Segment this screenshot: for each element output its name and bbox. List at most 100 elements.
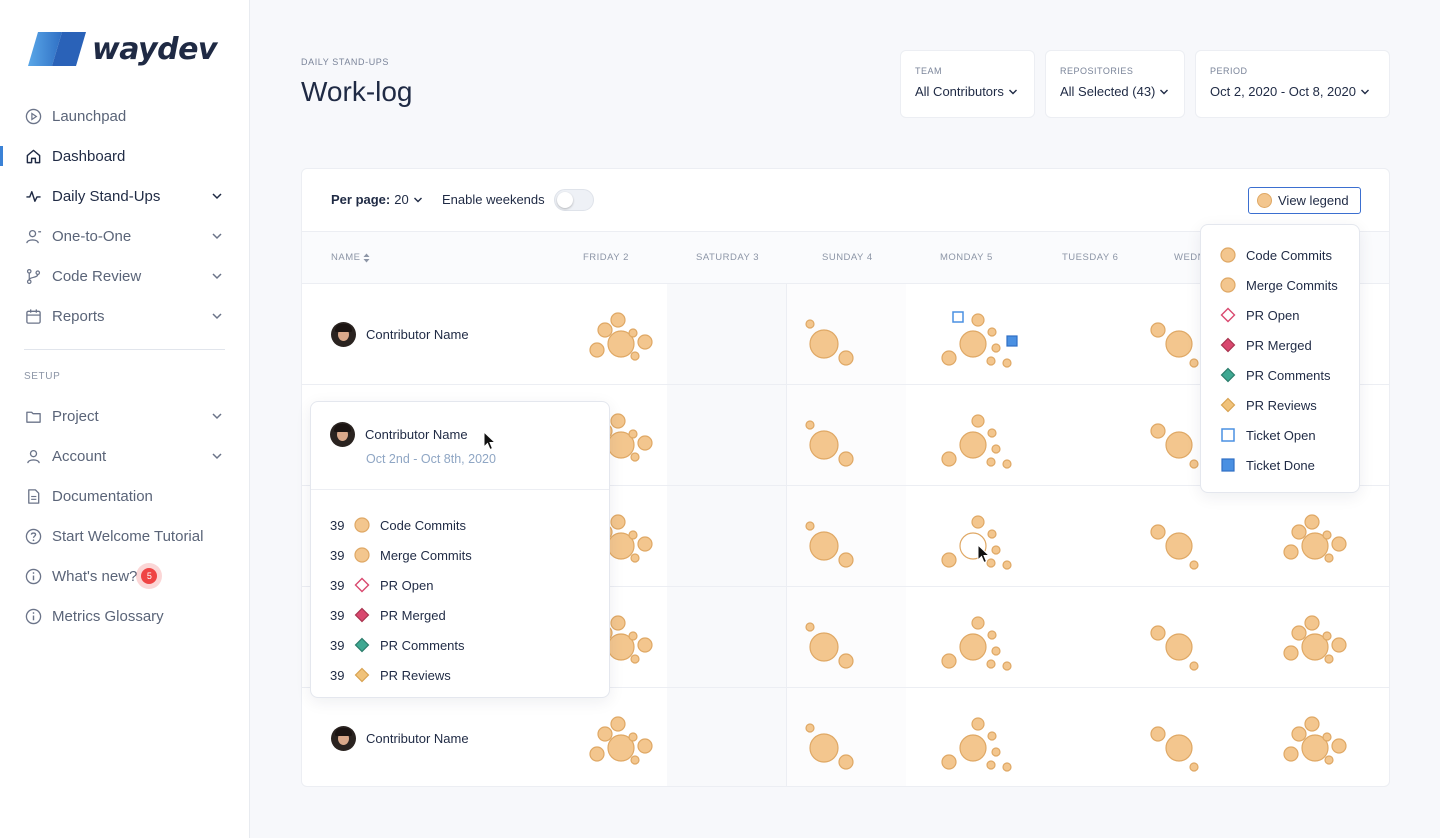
activity-bubble[interactable] bbox=[1150, 423, 1166, 439]
activity-bubble[interactable] bbox=[1304, 615, 1320, 631]
activity-bubble[interactable] bbox=[986, 356, 996, 366]
table-row[interactable] bbox=[302, 587, 1389, 688]
activity-bubble[interactable] bbox=[991, 444, 1001, 454]
chevron-down-icon[interactable] bbox=[211, 310, 223, 322]
activity-bubble[interactable] bbox=[991, 343, 1001, 353]
activity-bubble[interactable] bbox=[838, 451, 854, 467]
sidebar-item-whats-new[interactable]: What's new? 5 bbox=[0, 556, 249, 596]
per-page-select[interactable]: Per page: 20 bbox=[331, 192, 423, 207]
activity-bubble[interactable] bbox=[986, 659, 996, 669]
activity-bubble[interactable] bbox=[610, 312, 626, 328]
chevron-down-icon[interactable] bbox=[211, 450, 223, 462]
sidebar-item-launchpad[interactable]: Launchpad bbox=[0, 96, 249, 136]
activity-bubble[interactable] bbox=[941, 451, 957, 467]
activity-bubble[interactable] bbox=[1322, 732, 1332, 742]
view-legend-button[interactable]: View legend bbox=[1248, 187, 1361, 214]
activity-bubble[interactable] bbox=[610, 413, 626, 429]
activity-bubble[interactable] bbox=[986, 760, 996, 770]
activity-bubble[interactable] bbox=[628, 530, 638, 540]
activity-bubble[interactable] bbox=[805, 521, 815, 531]
chevron-down-icon[interactable] bbox=[211, 190, 223, 202]
activity-bubble[interactable] bbox=[1331, 637, 1347, 653]
activity-bubble[interactable] bbox=[1304, 716, 1320, 732]
sidebar-item-code-review[interactable]: Code Review bbox=[0, 256, 249, 296]
enable-weekends-toggle[interactable] bbox=[554, 189, 594, 211]
activity-bubble[interactable] bbox=[1331, 536, 1347, 552]
activity-bubble[interactable] bbox=[630, 553, 640, 563]
repositories-filter[interactable]: REPOSITORIES All Selected (43) bbox=[1045, 50, 1185, 118]
activity-bubble[interactable] bbox=[809, 430, 839, 460]
ticket-done-marker[interactable] bbox=[1006, 335, 1018, 347]
activity-bubble[interactable] bbox=[630, 351, 640, 361]
activity-bubble[interactable] bbox=[1165, 633, 1193, 661]
activity-bubble[interactable] bbox=[1002, 358, 1012, 368]
activity-bubble[interactable] bbox=[838, 653, 854, 669]
activity-bubble[interactable] bbox=[987, 529, 997, 539]
sidebar-item-welcome-tutorial[interactable]: Start Welcome Tutorial bbox=[0, 516, 249, 556]
activity-bubble[interactable] bbox=[991, 747, 1001, 757]
activity-bubble[interactable] bbox=[987, 731, 997, 741]
activity-bubble[interactable] bbox=[637, 334, 653, 350]
activity-bubble[interactable] bbox=[637, 738, 653, 754]
activity-bubble[interactable] bbox=[838, 754, 854, 770]
activity-bubble[interactable] bbox=[1304, 514, 1320, 530]
activity-bubble[interactable] bbox=[628, 732, 638, 742]
sidebar-item-project[interactable]: Project bbox=[0, 396, 249, 436]
sidebar-item-daily-stand-ups[interactable]: Daily Stand-Ups bbox=[0, 176, 249, 216]
contributor-cell[interactable]: Contributor Name bbox=[331, 726, 469, 751]
activity-bubble[interactable] bbox=[1150, 322, 1166, 338]
activity-bubble[interactable] bbox=[637, 637, 653, 653]
activity-bubble[interactable] bbox=[1324, 654, 1334, 664]
activity-bubble[interactable] bbox=[959, 633, 987, 661]
activity-bubble[interactable] bbox=[809, 329, 839, 359]
activity-bubble[interactable] bbox=[838, 552, 854, 568]
activity-bubble[interactable] bbox=[805, 319, 815, 329]
activity-bubble[interactable] bbox=[628, 328, 638, 338]
activity-bubble[interactable] bbox=[610, 514, 626, 530]
activity-bubble[interactable] bbox=[630, 654, 640, 664]
activity-bubble[interactable] bbox=[1002, 661, 1012, 671]
activity-bubble[interactable] bbox=[941, 754, 957, 770]
activity-bubble[interactable] bbox=[1150, 524, 1166, 540]
activity-bubble[interactable] bbox=[1002, 560, 1012, 570]
activity-bubble[interactable] bbox=[1165, 532, 1193, 560]
activity-bubble[interactable] bbox=[607, 330, 635, 358]
activity-bubble[interactable] bbox=[1322, 631, 1332, 641]
activity-bubble[interactable] bbox=[1291, 524, 1307, 540]
activity-bubble[interactable] bbox=[630, 452, 640, 462]
activity-bubble[interactable] bbox=[628, 429, 638, 439]
period-filter[interactable]: PERIOD Oct 2, 2020 - Oct 8, 2020 bbox=[1195, 50, 1390, 118]
activity-bubble[interactable] bbox=[959, 431, 987, 459]
activity-bubble[interactable] bbox=[986, 558, 996, 568]
activity-bubble[interactable] bbox=[805, 723, 815, 733]
activity-bubble[interactable] bbox=[1002, 459, 1012, 469]
activity-bubble[interactable] bbox=[1189, 661, 1199, 671]
name-column-header[interactable]: NAME bbox=[331, 252, 370, 263]
activity-bubble[interactable] bbox=[991, 545, 1001, 555]
activity-bubble[interactable] bbox=[971, 313, 985, 327]
activity-bubble[interactable] bbox=[971, 414, 985, 428]
activity-bubble[interactable] bbox=[987, 630, 997, 640]
activity-bubble[interactable] bbox=[589, 746, 605, 762]
activity-bubble[interactable] bbox=[1283, 746, 1299, 762]
activity-bubble[interactable] bbox=[1291, 625, 1307, 641]
activity-bubble[interactable] bbox=[1301, 734, 1329, 762]
activity-bubble[interactable] bbox=[971, 616, 985, 630]
waydev-logo[interactable]: waydev bbox=[28, 30, 217, 68]
activity-bubble[interactable] bbox=[971, 515, 985, 529]
sidebar-item-one-to-one[interactable]: One-to-One bbox=[0, 216, 249, 256]
activity-bubble[interactable] bbox=[991, 646, 1001, 656]
activity-bubble[interactable] bbox=[1291, 726, 1307, 742]
activity-bubble[interactable] bbox=[589, 342, 605, 358]
activity-bubble[interactable] bbox=[1283, 645, 1299, 661]
activity-bubble[interactable] bbox=[941, 350, 957, 366]
table-row[interactable] bbox=[302, 385, 1389, 486]
chevron-down-icon[interactable] bbox=[211, 270, 223, 282]
activity-bubble[interactable] bbox=[1002, 762, 1012, 772]
activity-bubble[interactable] bbox=[809, 733, 839, 763]
activity-bubble[interactable] bbox=[1331, 738, 1347, 754]
activity-bubble[interactable] bbox=[959, 330, 987, 358]
activity-bubble[interactable] bbox=[809, 531, 839, 561]
activity-bubble[interactable] bbox=[1150, 726, 1166, 742]
contributor-cell[interactable]: Contributor Name bbox=[331, 322, 469, 347]
